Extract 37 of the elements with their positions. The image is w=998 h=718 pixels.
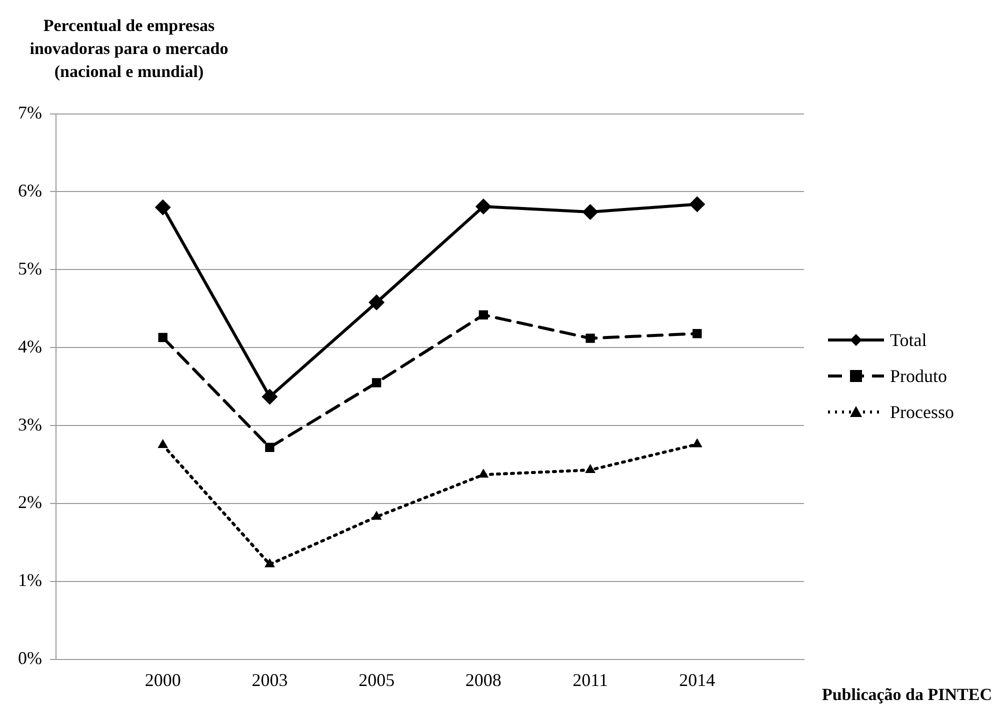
point [478,310,488,320]
point [692,438,702,448]
y-tick-label: 2% [18,492,42,512]
point [371,510,382,520]
point [478,468,489,478]
legend-label: Produto [890,366,948,386]
point [262,388,278,405]
y-tick-label: 5% [18,258,42,278]
y-tick-label: 7% [18,102,42,123]
point [582,204,598,220]
point [372,378,382,388]
point [689,196,706,212]
point [264,558,275,568]
point [692,329,702,338]
y-tick-label: 3% [18,414,42,434]
y-axis-title: Percentual de empresas inovadoras para o mercado (nacional e mundial) [28,15,230,83]
point [265,442,274,452]
x-tick-label: 2000 [144,670,181,690]
point [158,439,168,448]
point [586,334,595,343]
y-tick-label: 0% [18,648,42,668]
x-tick-label: 2005 [358,670,395,690]
x-tick-label: 2011 [572,670,608,690]
point [154,199,171,216]
x-axis-title: Publicação da PINTEC [822,685,992,705]
point [368,294,385,310]
y-tick-label: 6% [18,180,42,200]
x-tick-label: 2003 [252,670,288,690]
x-tick-label: 2014 [679,670,716,690]
legend-label: Total [890,330,927,350]
y-tick-label: 4% [18,336,42,356]
x-tick-label: 2008 [465,670,502,690]
legend-label: Processo [890,402,954,422]
point [158,332,168,342]
point [585,464,596,473]
point [475,198,492,215]
y-tick-label: 1% [18,570,42,590]
